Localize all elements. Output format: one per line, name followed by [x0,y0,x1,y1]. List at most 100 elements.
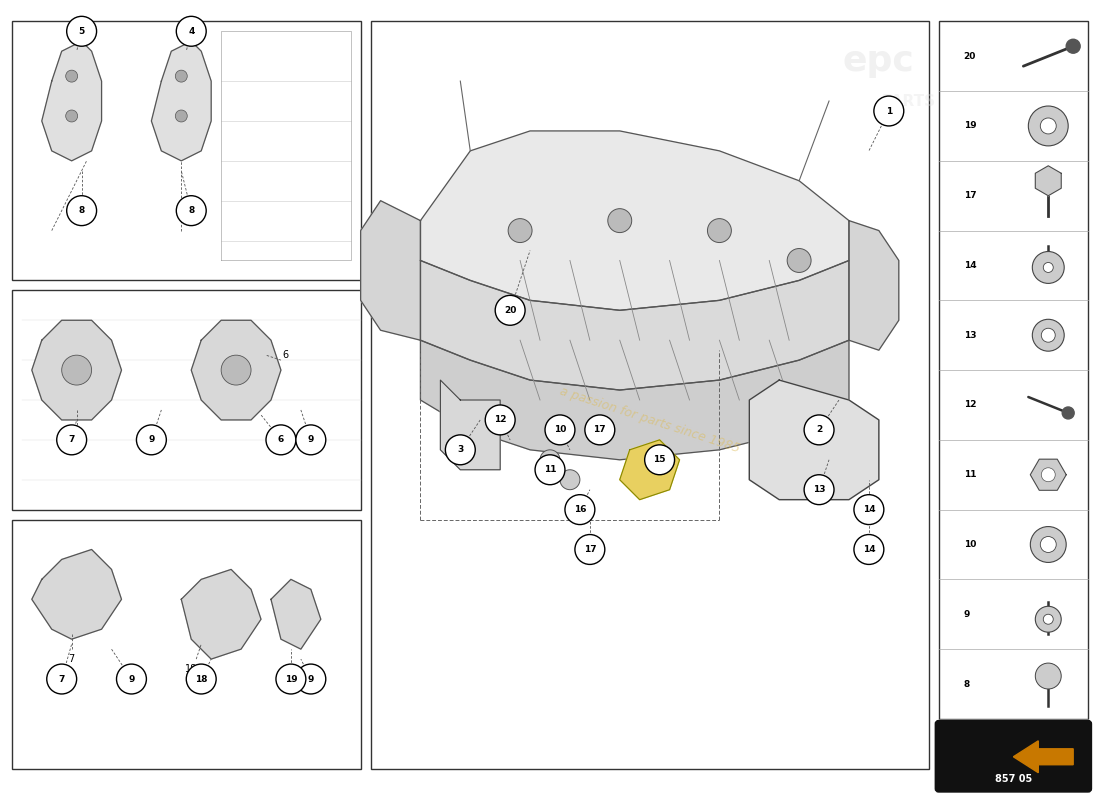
Text: 9: 9 [129,674,134,683]
Text: 4: 4 [188,22,195,31]
Polygon shape [32,320,121,420]
Text: 10: 10 [553,426,566,434]
Circle shape [1043,614,1053,624]
FancyBboxPatch shape [12,22,361,281]
Circle shape [62,355,91,385]
FancyBboxPatch shape [938,22,1088,719]
Polygon shape [22,300,361,500]
Circle shape [854,534,883,565]
Circle shape [186,664,217,694]
Circle shape [1028,106,1068,146]
Circle shape [67,196,97,226]
Circle shape [1031,526,1066,562]
Circle shape [1041,537,1056,553]
Text: 7: 7 [68,654,75,664]
Circle shape [276,664,306,694]
FancyBboxPatch shape [371,22,928,769]
Circle shape [544,415,575,445]
Circle shape [804,474,834,505]
Text: 5: 5 [78,26,85,36]
Text: 12: 12 [964,401,976,410]
Circle shape [1042,468,1055,482]
Text: 17: 17 [594,426,606,434]
Polygon shape [361,201,420,340]
Circle shape [1035,606,1062,632]
Circle shape [1032,319,1064,351]
Text: 18: 18 [195,674,208,683]
Circle shape [136,425,166,455]
Text: 14: 14 [862,545,876,554]
Polygon shape [22,530,361,758]
Circle shape [535,455,565,485]
Text: 11: 11 [543,466,557,474]
Polygon shape [849,221,899,350]
Circle shape [175,110,187,122]
Circle shape [1035,663,1062,689]
Text: 17: 17 [583,545,596,554]
Circle shape [66,70,78,82]
Circle shape [1032,251,1064,283]
Circle shape [296,425,326,455]
Circle shape [495,295,525,326]
Circle shape [1066,39,1080,54]
Text: 19: 19 [285,674,297,683]
Circle shape [296,664,326,694]
Circle shape [575,534,605,565]
Polygon shape [152,42,211,161]
Text: 9: 9 [148,435,155,444]
Circle shape [176,16,206,46]
Circle shape [1043,262,1053,273]
Text: 8: 8 [188,206,195,215]
Polygon shape [22,31,361,261]
FancyBboxPatch shape [12,519,361,769]
Circle shape [1063,407,1075,419]
Text: 7: 7 [68,435,75,444]
Circle shape [67,16,97,46]
Circle shape [873,96,904,126]
Text: 18: 18 [185,664,197,674]
Circle shape [176,196,206,226]
Circle shape [585,415,615,445]
Polygon shape [182,570,261,659]
Circle shape [560,470,580,490]
Text: 3: 3 [458,446,463,454]
Polygon shape [420,261,849,390]
Circle shape [608,209,631,233]
Circle shape [117,664,146,694]
Circle shape [707,218,732,242]
Polygon shape [191,320,280,420]
Circle shape [66,110,78,122]
Text: 2: 2 [816,426,822,434]
Text: 20: 20 [964,52,976,61]
Circle shape [57,425,87,455]
Text: 15: 15 [653,455,666,464]
Text: 14: 14 [964,261,976,270]
Polygon shape [1031,459,1066,490]
Text: 6: 6 [283,350,289,360]
Text: 7: 7 [74,430,80,440]
Text: 20: 20 [504,306,516,315]
Text: a passion for parts since 1985: a passion for parts since 1985 [558,385,741,455]
Circle shape [565,494,595,525]
Text: 9: 9 [964,610,970,618]
Polygon shape [42,42,101,161]
Circle shape [1041,118,1056,134]
Text: 1: 1 [886,106,892,115]
Text: 19: 19 [964,122,976,130]
Circle shape [47,664,77,694]
Text: PARTS: PARTS [882,94,936,109]
Text: 9: 9 [308,674,314,683]
Polygon shape [420,131,849,310]
Polygon shape [271,579,321,649]
Text: 8: 8 [964,679,970,689]
Text: 8: 8 [78,206,85,215]
Circle shape [175,70,187,82]
Circle shape [221,355,251,385]
Circle shape [446,435,475,465]
Circle shape [540,450,560,470]
Text: 7: 7 [58,674,65,683]
Text: 857 05: 857 05 [994,774,1032,784]
Circle shape [645,445,674,474]
Text: 12: 12 [494,415,506,425]
Circle shape [788,249,811,273]
